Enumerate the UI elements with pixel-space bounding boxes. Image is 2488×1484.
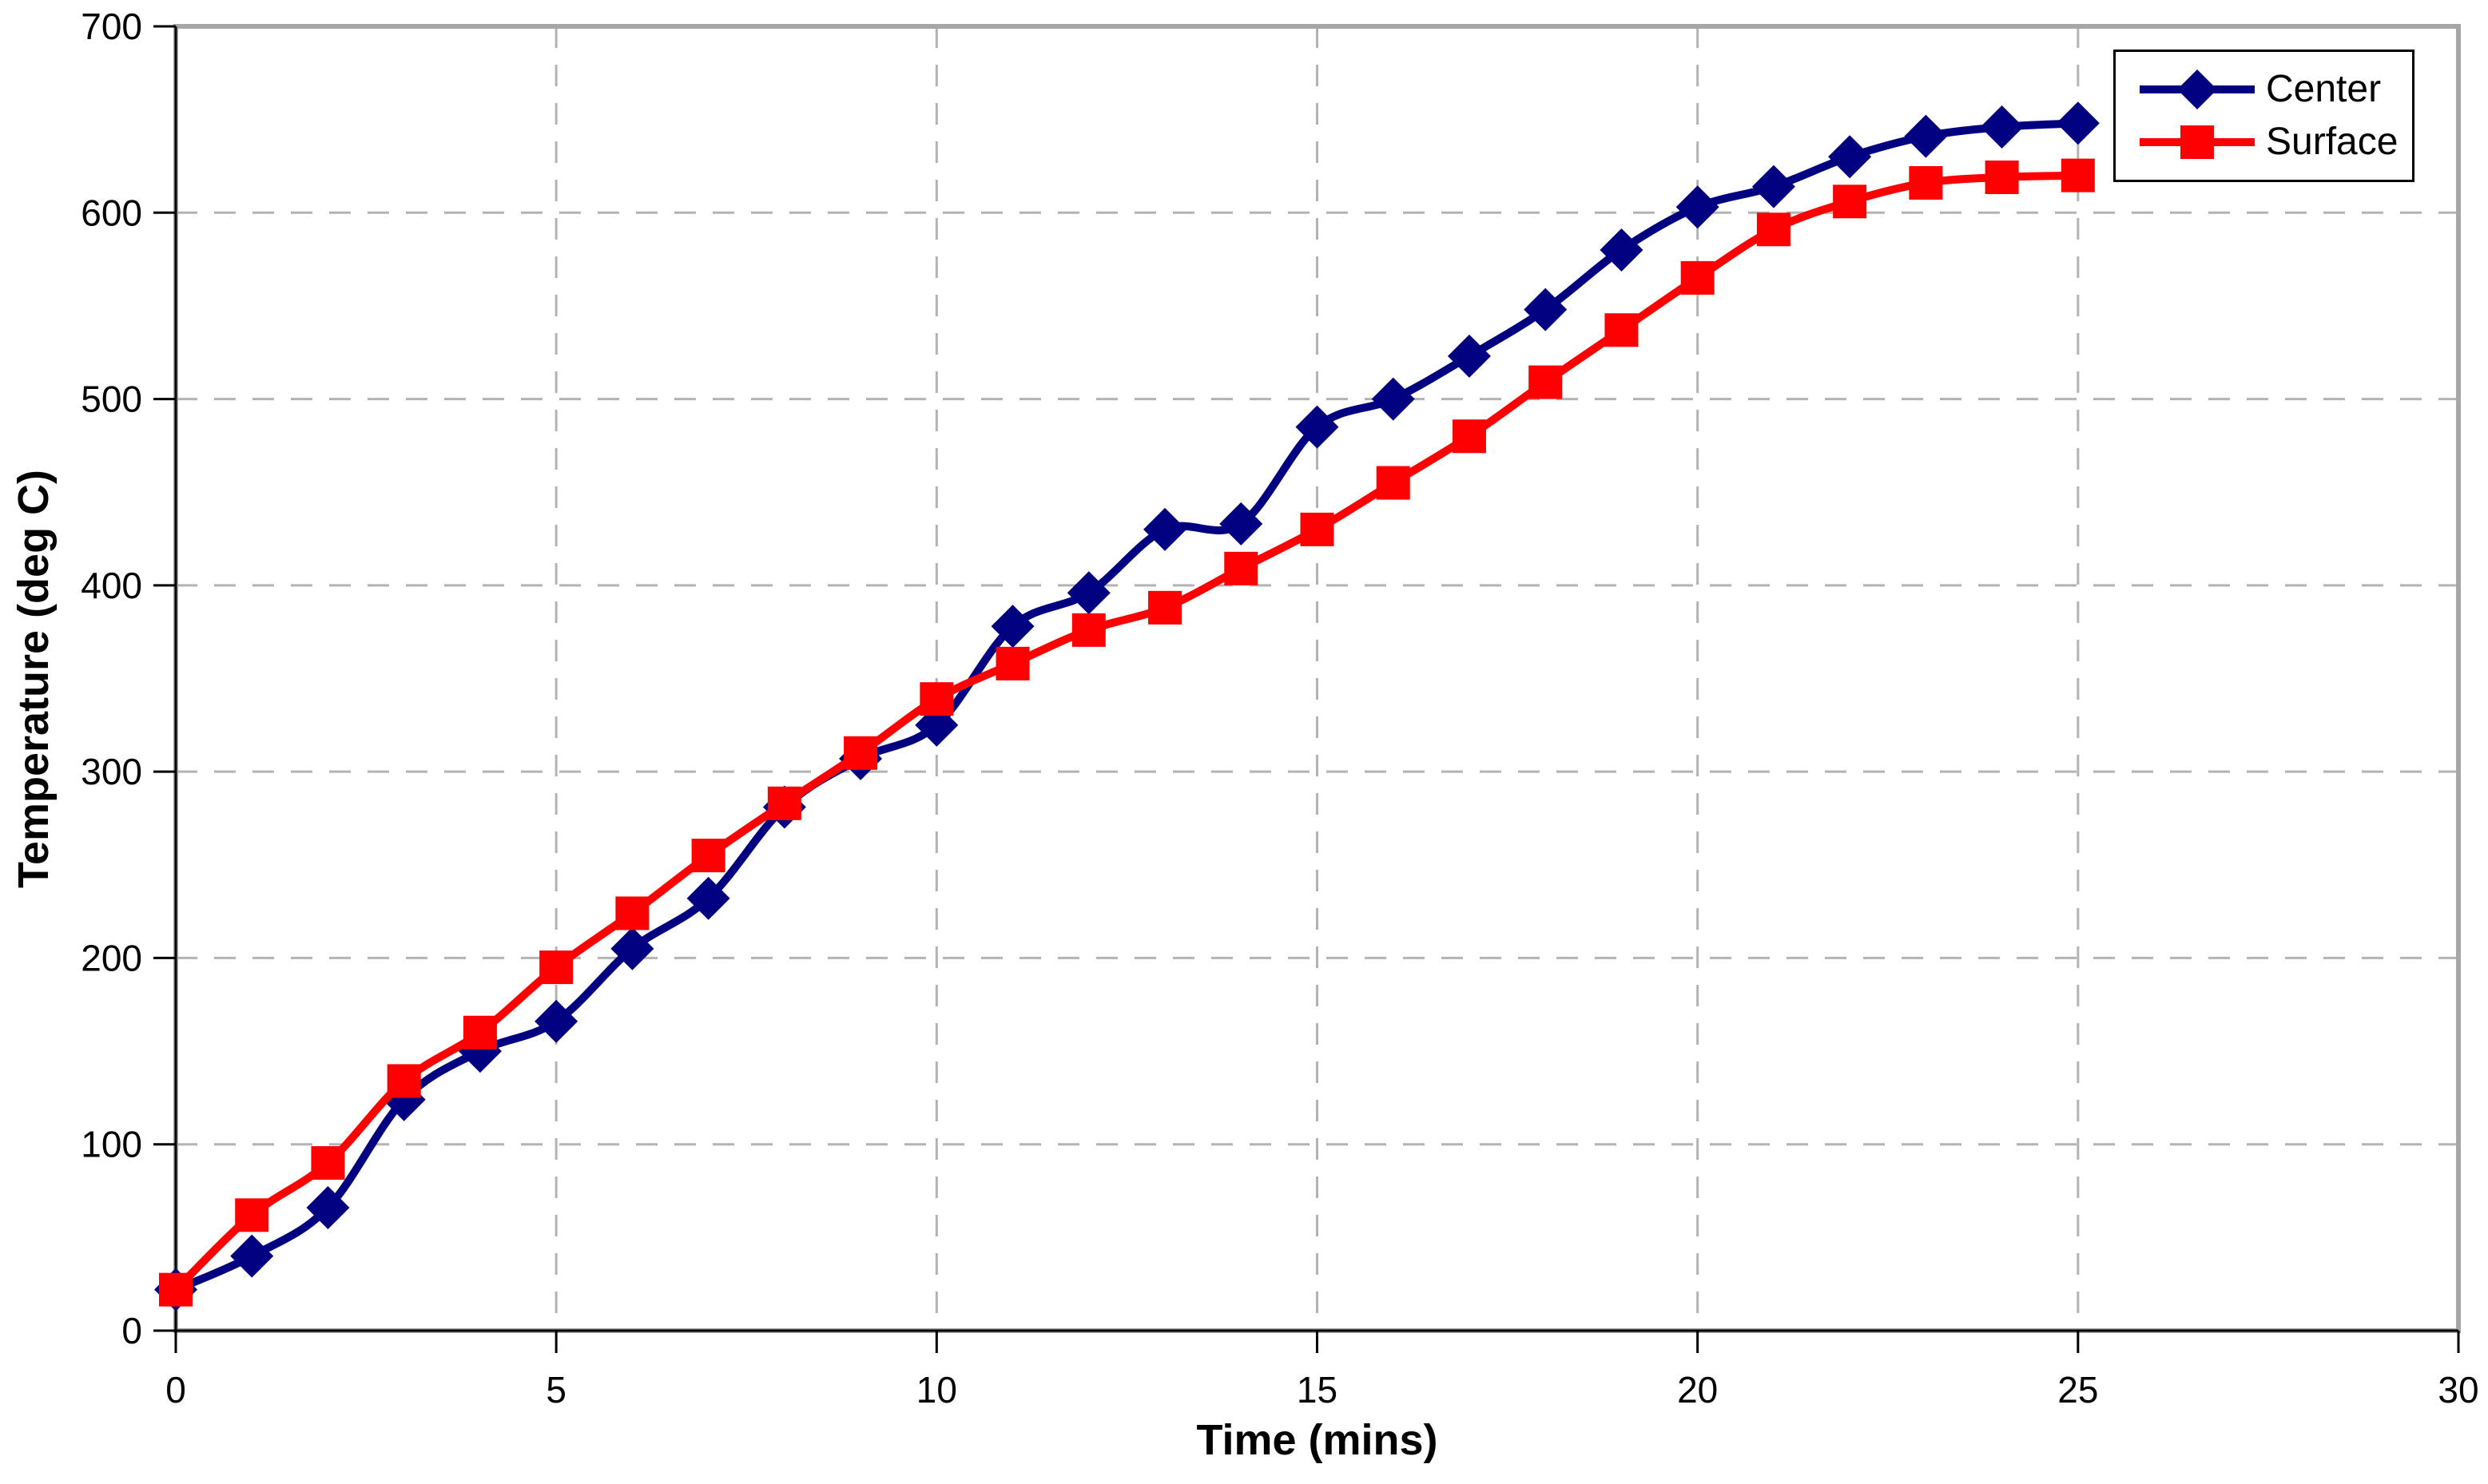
data-point-center — [306, 1186, 350, 1230]
data-point-surface — [539, 950, 574, 985]
data-point-center — [1675, 185, 1719, 229]
y-tick-label: 200 — [81, 937, 142, 978]
data-point-surface — [1071, 613, 1106, 647]
x-tick-label: 15 — [1297, 1369, 1337, 1411]
data-point-surface — [1452, 419, 1486, 454]
x-tick-label: 10 — [916, 1369, 957, 1411]
data-point-surface — [463, 1015, 497, 1050]
x-tick-label: 0 — [165, 1369, 186, 1411]
legend-label-surface: Surface — [2266, 120, 2399, 163]
data-point-center — [1447, 334, 1491, 378]
data-point-center — [686, 876, 730, 920]
data-point-center — [991, 605, 1035, 649]
data-point-surface — [1604, 313, 1639, 347]
data-point-surface — [1909, 165, 1943, 200]
data-point-center — [1524, 288, 1568, 331]
data-point-center — [610, 927, 654, 970]
data-point-surface — [767, 786, 801, 820]
x-axis-title: Time (mins) — [1196, 1416, 1438, 1464]
data-point-surface — [1985, 160, 2019, 194]
y-tick-label: 0 — [121, 1310, 142, 1351]
series-line-surface — [172, 171, 2082, 1294]
y-tick-label: 100 — [81, 1124, 142, 1165]
data-point-center — [2056, 101, 2100, 145]
data-point-surface — [920, 682, 954, 716]
data-point-surface — [159, 1272, 193, 1307]
data-point-surface — [615, 896, 650, 930]
x-tick-label: 20 — [1677, 1369, 1718, 1411]
data-point-center — [1980, 105, 2024, 149]
data-point-surface — [1756, 212, 1790, 247]
legend-swatch-center — [2140, 69, 2255, 109]
data-point-center — [1751, 165, 1795, 208]
data-point-surface — [1680, 260, 1715, 295]
data-point-center — [1295, 405, 1339, 449]
legend-swatch-surface — [2140, 125, 2255, 159]
legend: Center Surface — [2113, 50, 2414, 182]
x-tick-label: 30 — [2438, 1369, 2478, 1411]
data-point-center — [1904, 114, 1948, 158]
data-point-surface — [1300, 512, 1334, 546]
y-tick-label: 700 — [81, 6, 142, 47]
data-point-surface — [691, 839, 725, 873]
data-point-center — [1828, 135, 1872, 179]
legend-item-center: Center — [2133, 66, 2412, 113]
data-point-surface — [1148, 590, 1182, 625]
data-point-center — [1143, 507, 1187, 551]
data-point-center — [1371, 377, 1415, 421]
data-point-surface — [1528, 365, 1563, 399]
data-point-surface — [1376, 466, 1410, 500]
y-tick-label: 400 — [81, 565, 142, 606]
legend-item-surface: Surface — [2133, 119, 2412, 165]
data-point-surface — [1833, 185, 1867, 219]
data-point-center — [1219, 502, 1263, 546]
data-point-surface — [996, 646, 1030, 680]
series-line-center — [172, 119, 2082, 1294]
x-tick-label: 25 — [2057, 1369, 2098, 1411]
data-point-center — [1600, 228, 1643, 272]
data-point-center — [535, 999, 578, 1043]
y-tick-label: 600 — [81, 192, 142, 233]
data-point-surface — [2061, 158, 2095, 192]
data-point-surface — [235, 1198, 269, 1232]
data-point-surface — [844, 736, 878, 770]
data-point-center — [230, 1234, 274, 1278]
data-point-center — [1067, 571, 1111, 615]
legend-label-center: Center — [2266, 67, 2382, 110]
y-tick-label: 500 — [81, 379, 142, 420]
data-point-surface — [387, 1064, 421, 1098]
data-point-surface — [311, 1146, 345, 1180]
data-point-surface — [1224, 551, 1258, 585]
y-tick-label: 300 — [81, 751, 142, 792]
x-tick-label: 5 — [546, 1369, 566, 1411]
y-axis-title: Temperature (deg C) — [10, 469, 58, 889]
